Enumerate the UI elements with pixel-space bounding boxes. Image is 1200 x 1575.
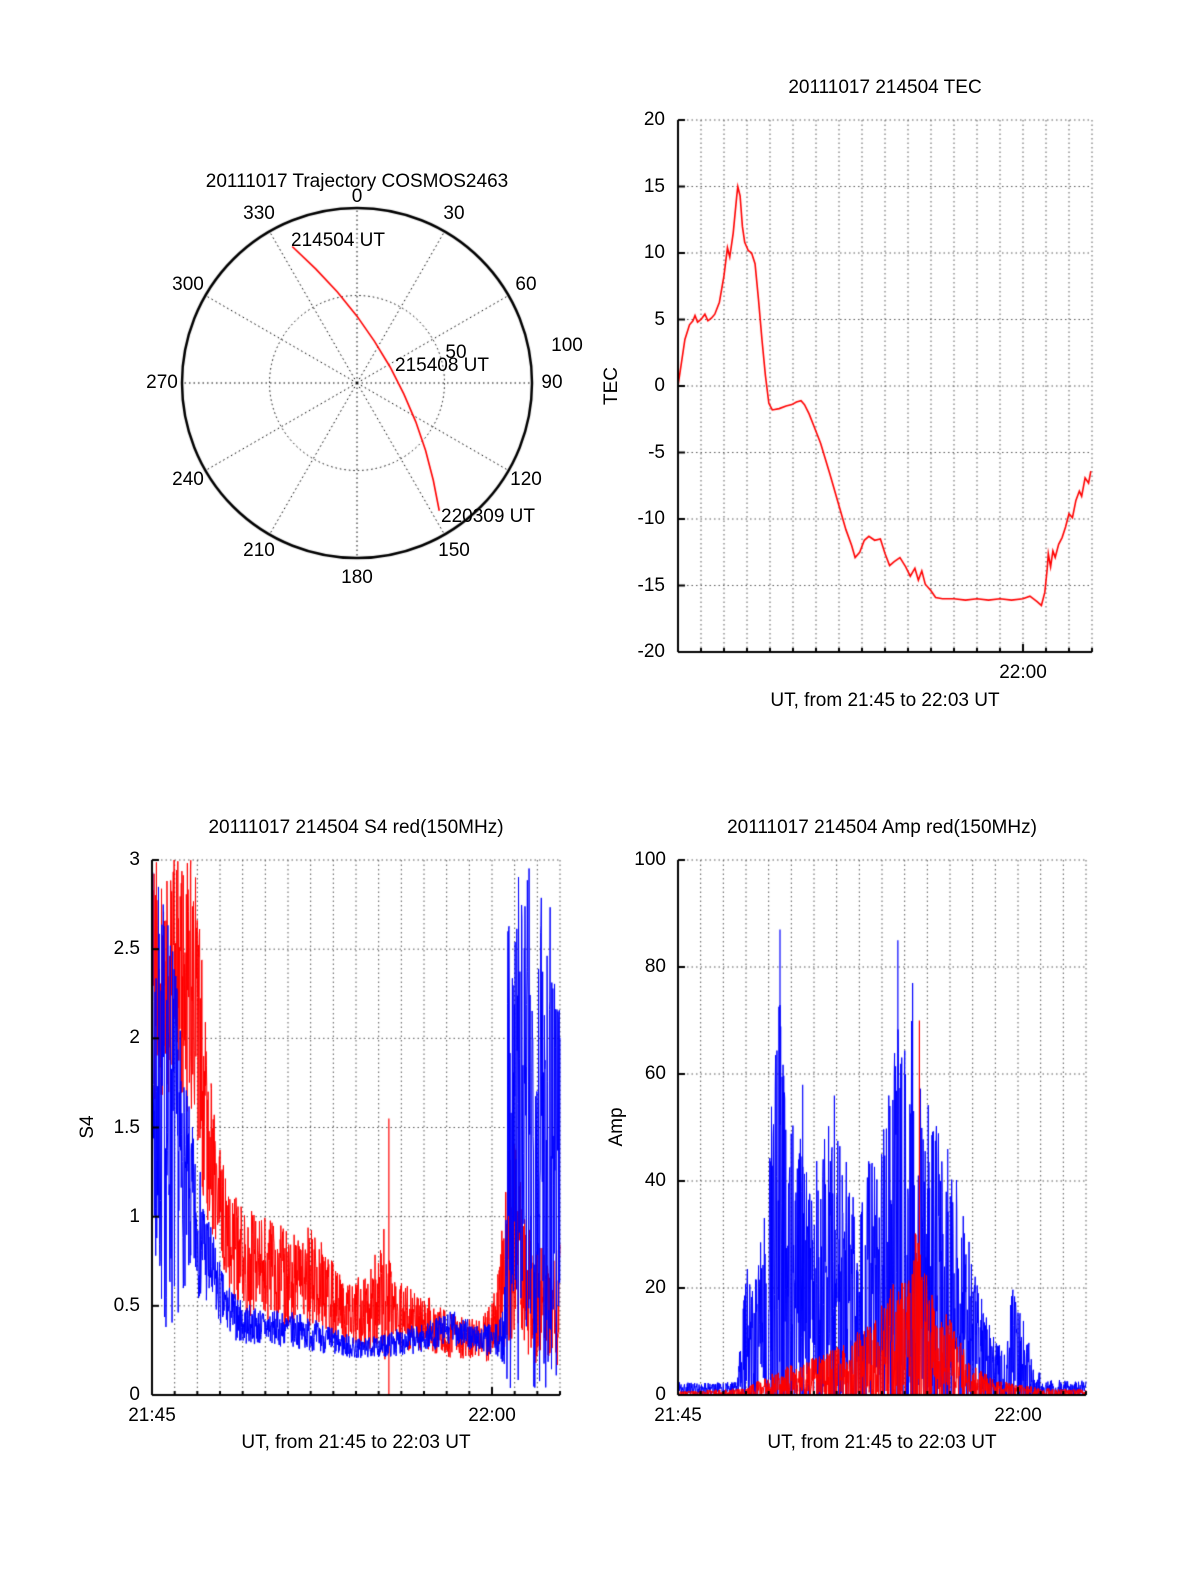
tec-ytick-neg5: -5 [648,442,665,463]
tec-ytick-neg20: -20 [637,641,665,662]
azimuth-tick-30: 30 [443,203,465,224]
tec-ytick-neg15: -15 [637,575,665,596]
s4-title: 20111017 214504 S4 red(150MHz) [208,817,504,838]
tec-ytick-neg10: -10 [637,508,665,529]
amp-ytick-80: 80 [644,956,666,977]
azimuth-tick-0: 0 [351,186,363,207]
azimuth-tick-150: 150 [438,540,470,561]
s4-ytick-0: 0 [129,1384,140,1405]
azimuth-tick-300: 300 [172,274,204,295]
tec-x-axis-label: UT, from 21:45 to 22:03 UT [770,690,1000,711]
amp-xtick-2145: 21:45 [654,1405,702,1426]
tec-ytick-15: 15 [643,176,665,197]
azimuth-tick-240: 240 [172,469,204,490]
s4-ytick-0p5: 0.5 [113,1295,140,1316]
amp-ytick-100: 100 [634,849,666,870]
s4-ytick-1p5: 1.5 [113,1117,140,1138]
tec-xtick-2200: 22:00 [999,662,1047,683]
azimuth-tick-270: 270 [146,372,178,393]
s4-ytick-2p5: 2.5 [113,938,140,959]
tec-ytick-10: 10 [643,242,665,263]
amp-x-axis-label: UT, from 21:45 to 22:03 UT [767,1432,997,1453]
s4-ytick-3: 3 [129,849,140,870]
s4-x-axis-label: UT, from 21:45 to 22:03 UT [241,1432,471,1453]
trajectory-annotation-start: 214504 UT [291,230,386,251]
trajectory-annotation-end: 220309 UT [441,506,536,527]
radial-tick-50: 50 [445,342,467,363]
azimuth-tick-90: 90 [541,372,563,393]
amp-ytick-60: 60 [644,1063,666,1084]
s4-xtick-2200: 22:00 [468,1405,516,1426]
amp-ytick-0: 0 [655,1384,666,1405]
tec-title: 20111017 214504 TEC [788,77,982,98]
tec-ytick-5: 5 [654,309,665,330]
radial-tick-100: 100 [551,335,583,356]
amp-ytick-40: 40 [644,1170,666,1191]
s4-ytick-2: 2 [129,1027,140,1048]
tec-ytick-0: 0 [654,375,665,396]
s4-xtick-2145: 21:45 [128,1405,176,1426]
amp-y-axis-label: Amp [606,1107,627,1147]
amp-title: 20111017 214504 Amp red(150MHz) [727,817,1037,838]
azimuth-tick-210: 210 [243,540,275,561]
tec-ytick-20: 20 [643,109,665,130]
azimuth-tick-180: 180 [341,567,373,588]
amp-xtick-2200: 22:00 [994,1405,1042,1426]
s4-ytick-1: 1 [129,1206,140,1227]
azimuth-tick-120: 120 [510,469,542,490]
azimuth-tick-60: 60 [515,274,537,295]
trajectory-title: 20111017 Trajectory COSMOS2463 [205,171,509,192]
azimuth-tick-330: 330 [243,203,275,224]
trajectory-annotation-middle: 215408 UT [395,355,490,376]
amp-ytick-20: 20 [644,1277,666,1298]
